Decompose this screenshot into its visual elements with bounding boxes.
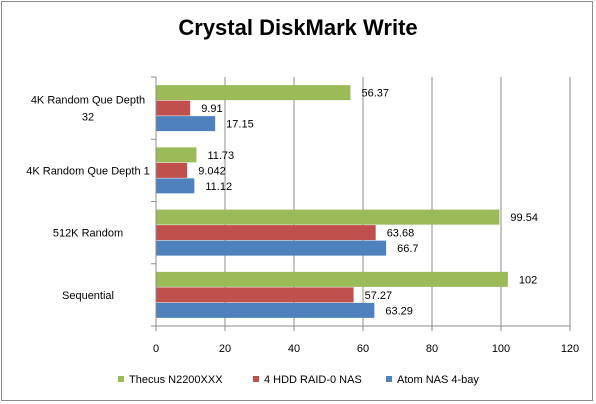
x-tick-labels: 0 20 40 60 80 100 120 (153, 343, 579, 355)
bar (156, 100, 191, 116)
data-label: 63.68 (387, 228, 415, 240)
data-label: 102 (519, 274, 537, 286)
x-tick-label: 100 (492, 343, 510, 355)
x-tick-label: 60 (357, 343, 369, 355)
bar (156, 302, 375, 318)
legend-label: 4 HDD RAID-0 NAS (264, 374, 362, 386)
bars (156, 85, 508, 318)
category-label: 512K Random (53, 228, 123, 240)
legend-item: Thecus N2200XXX (118, 374, 223, 386)
data-label: 9.91 (201, 103, 222, 115)
bar (156, 287, 354, 303)
data-label: 9.042 (198, 165, 226, 177)
data-labels: 56.37 9.91 17.15 11.73 9.042 11.12 99.54 63.68 6… (198, 88, 538, 318)
bar (156, 85, 351, 101)
bar (156, 271, 508, 287)
legend-swatch (253, 376, 259, 382)
data-label: 11.12 (205, 181, 232, 193)
bar (156, 147, 197, 163)
x-tick-label: 120 (561, 343, 579, 355)
bar (156, 162, 188, 178)
data-label: 56.37 (361, 88, 389, 100)
legend-item: 4 HDD RAID-0 NAS (253, 374, 362, 386)
bar (156, 116, 216, 132)
data-label: 66.7 (397, 243, 418, 255)
data-label: 17.15 (226, 119, 254, 131)
legend-label: Thecus N2200XXX (129, 374, 223, 386)
data-label: 57.27 (365, 290, 393, 302)
category-label: 4K Random Que Depth (31, 95, 145, 107)
bar (156, 209, 500, 225)
legend: Thecus N2200XXX 4 HDD RAID-0 NAS Atom NAS … (118, 374, 479, 386)
x-tick-label: 40 (288, 343, 300, 355)
bar (156, 178, 195, 194)
axes (151, 76, 571, 331)
legend-item: Atom NAS 4-bay (386, 374, 479, 386)
x-tick-label: 80 (426, 343, 438, 355)
x-tick-label: 20 (219, 343, 231, 355)
data-label: 11.73 (207, 150, 234, 162)
category-label: Sequential (62, 290, 114, 302)
legend-swatch (386, 376, 392, 382)
x-tick-label: 0 (153, 343, 159, 355)
bar (156, 240, 387, 256)
legend-swatch (118, 376, 124, 382)
legend-label: Atom NAS 4-bay (397, 374, 479, 386)
category-label: 4K Random Que Depth 1 (26, 165, 150, 177)
chart-title: Crystal DiskMark Write (178, 15, 417, 40)
data-label: 63.29 (385, 305, 413, 317)
data-label: 99.54 (510, 212, 538, 224)
bar (156, 225, 376, 241)
category-label: 32 (82, 112, 94, 124)
category-labels: 4K Random Que Depth 32 4K Random Que Depth… (26, 95, 150, 302)
